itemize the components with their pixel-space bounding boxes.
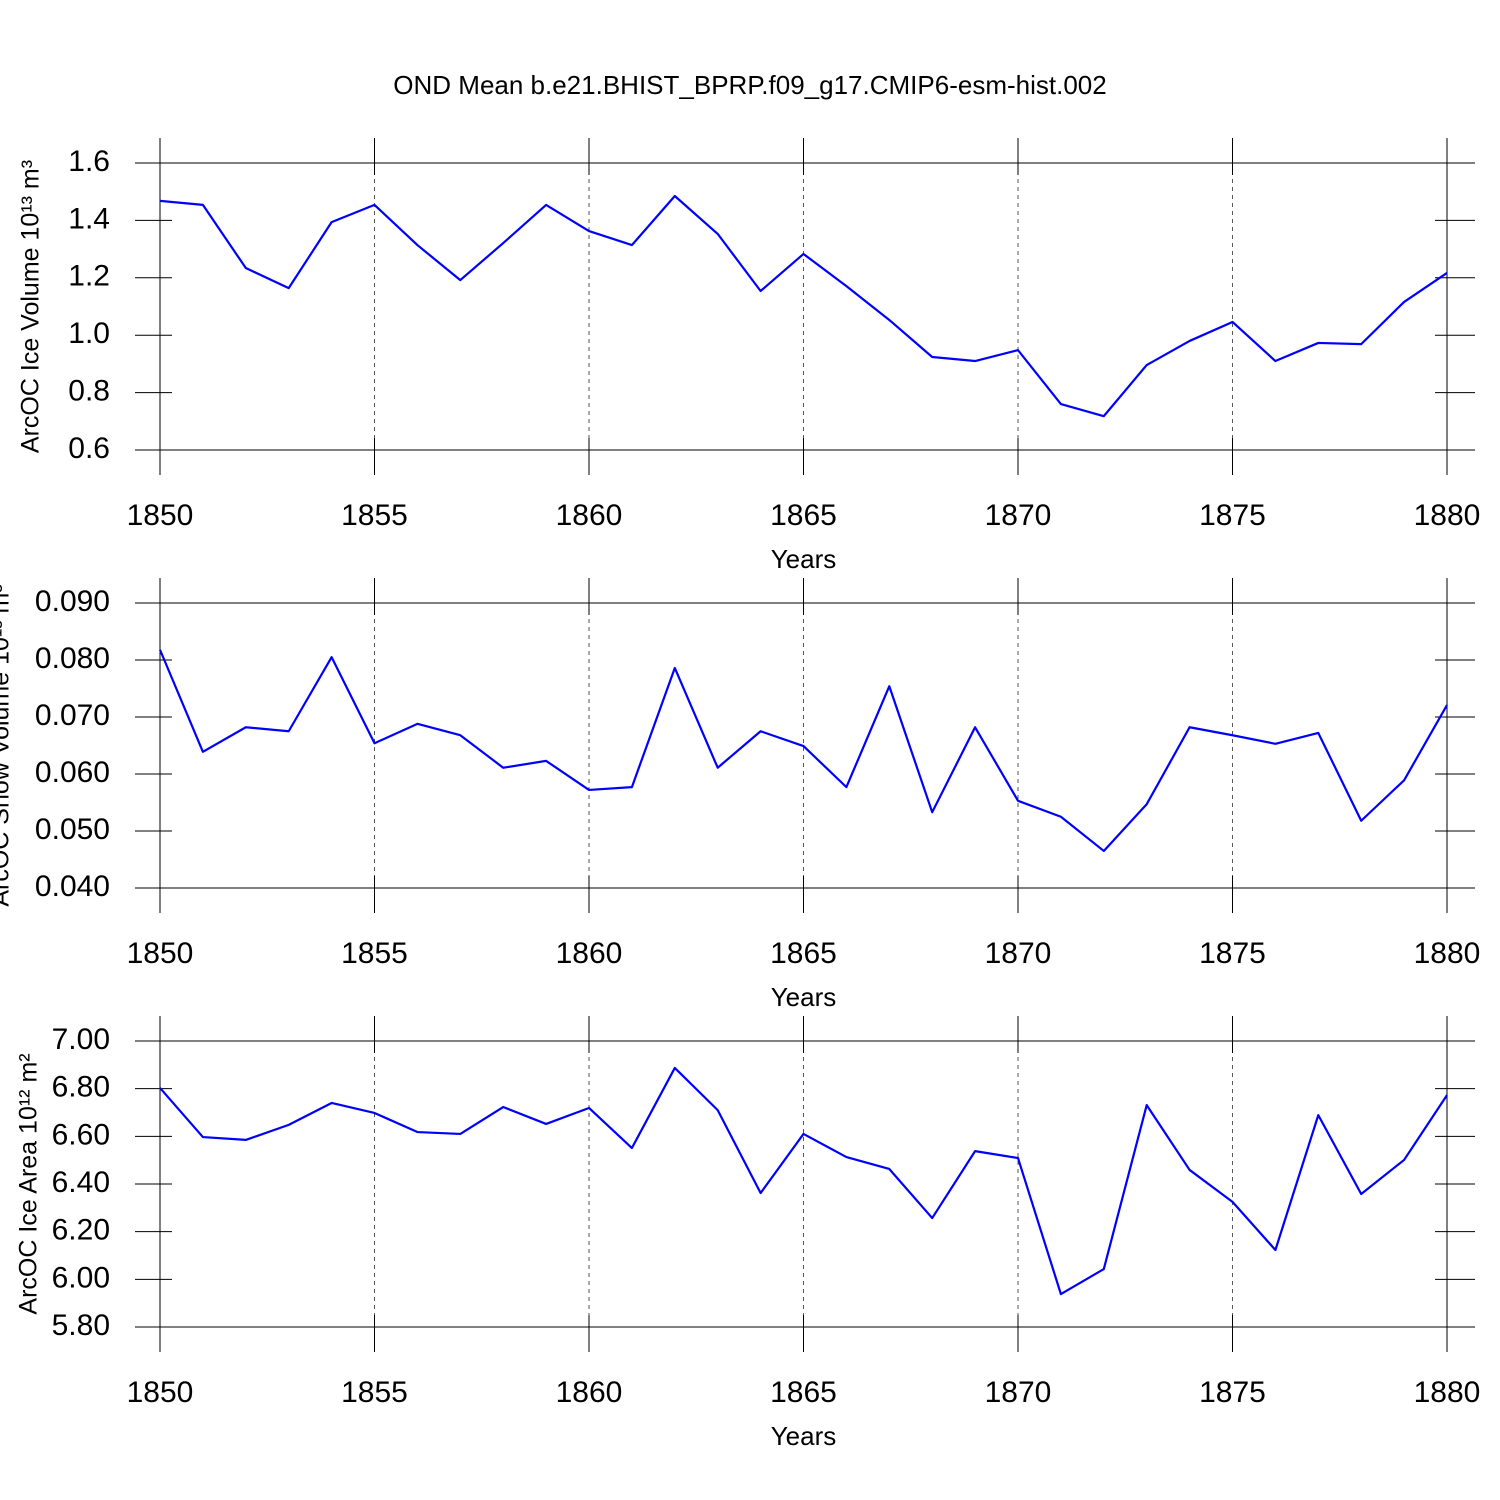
data-line bbox=[159, 194, 1448, 418]
y-tick-label: 0.040 bbox=[35, 870, 110, 903]
x-tick-label: 1880 bbox=[1414, 937, 1481, 970]
x-axis-label: Years bbox=[771, 544, 837, 574]
x-tick-label: 1870 bbox=[985, 1376, 1052, 1409]
x-tick-label: 1855 bbox=[341, 1376, 408, 1409]
y-tick-label: 0.080 bbox=[35, 642, 110, 675]
y-axis-label: ArcOC Ice Volume 10¹³ m³ bbox=[17, 160, 45, 453]
x-tick-label: 1855 bbox=[341, 499, 408, 532]
data-line bbox=[159, 1066, 1448, 1296]
x-tick-label: 1870 bbox=[985, 499, 1052, 532]
y-tick-label: 0.090 bbox=[35, 585, 110, 618]
y-tick-label: 0.8 bbox=[68, 375, 110, 408]
x-tick-label: 1860 bbox=[556, 499, 623, 532]
x-tick-label: 1850 bbox=[127, 1376, 194, 1409]
x-tick-label: 1880 bbox=[1414, 499, 1481, 532]
y-tick-label: 1.6 bbox=[68, 145, 110, 178]
y-axis-label: ArcOC Snow Volume 10¹³ m³ bbox=[0, 584, 15, 906]
x-tick-label: 1860 bbox=[556, 1376, 623, 1409]
y-tick-label: 6.80 bbox=[52, 1071, 110, 1104]
x-tick-label: 1860 bbox=[556, 937, 623, 970]
y-tick-label: 5.80 bbox=[52, 1309, 110, 1342]
y-tick-label: 1.0 bbox=[68, 317, 110, 350]
y-tick-label: 0.070 bbox=[35, 699, 110, 732]
x-tick-label: 1880 bbox=[1414, 1376, 1481, 1409]
y-tick-label: 1.4 bbox=[68, 202, 110, 235]
data-line bbox=[158, 649, 1448, 853]
y-tick-label: 0.050 bbox=[35, 813, 110, 846]
x-axis-label: Years bbox=[771, 1421, 837, 1451]
x-axis-label: Years bbox=[771, 982, 837, 1012]
figure-title: OND Mean b.e21.BHIST_BPRP.f09_g17.CMIP6-… bbox=[393, 70, 1106, 100]
y-tick-label: 0.6 bbox=[68, 432, 110, 465]
y-tick-label: 0.060 bbox=[35, 756, 110, 789]
y-tick-label: 6.00 bbox=[52, 1261, 110, 1294]
x-tick-label: 1875 bbox=[1199, 937, 1266, 970]
x-tick-label: 1865 bbox=[770, 499, 837, 532]
y-tick-label: 7.00 bbox=[52, 1023, 110, 1056]
y-tick-label: 1.2 bbox=[68, 260, 110, 293]
x-tick-label: 1875 bbox=[1199, 1376, 1266, 1409]
y-tick-label: 6.40 bbox=[52, 1166, 110, 1199]
x-tick-label: 1850 bbox=[127, 937, 194, 970]
y-tick-label: 6.60 bbox=[52, 1118, 110, 1151]
x-tick-label: 1875 bbox=[1199, 499, 1266, 532]
x-tick-label: 1870 bbox=[985, 937, 1052, 970]
y-axis-label: ArcOC Ice Area 10¹² m² bbox=[15, 1053, 43, 1314]
x-tick-label: 1865 bbox=[770, 1376, 837, 1409]
x-tick-label: 1850 bbox=[127, 499, 194, 532]
x-tick-label: 1855 bbox=[341, 937, 408, 970]
x-tick-label: 1865 bbox=[770, 937, 837, 970]
y-tick-label: 6.20 bbox=[52, 1214, 110, 1247]
